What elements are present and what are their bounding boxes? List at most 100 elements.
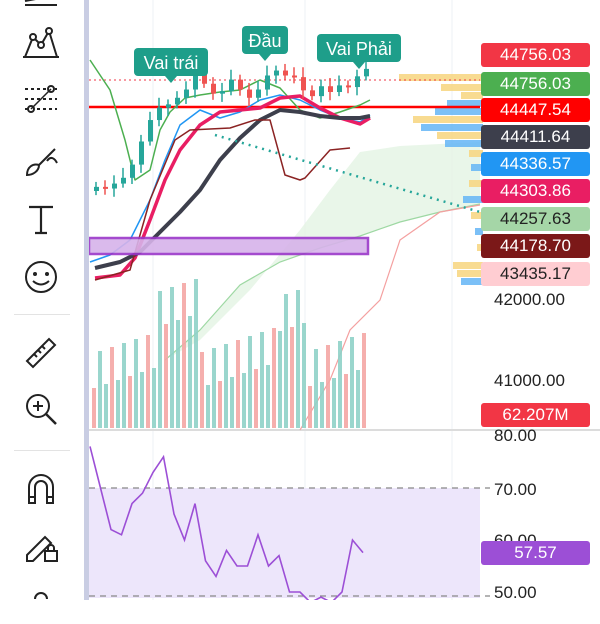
volume-bar: [164, 324, 168, 428]
candle-body: [256, 89, 261, 98]
candle-body: [139, 141, 144, 165]
annotation-head-bg: [242, 26, 288, 54]
volume-bar: [236, 340, 240, 428]
volume-profile-bar: [469, 150, 483, 157]
candle-body: [301, 77, 306, 91]
candle-body: [202, 71, 207, 84]
candle-body: [121, 177, 126, 184]
trend-line-icon[interactable]: [18, 0, 64, 32]
support-zone-box: [89, 236, 370, 256]
lock-drawing-icon[interactable]: [18, 522, 64, 568]
volume-bar: [206, 385, 210, 428]
rsi-value-label: 57.57: [481, 541, 590, 565]
volume-profile-bar: [399, 74, 483, 81]
candle-body: [274, 70, 279, 76]
volume-profile-bar: [461, 92, 483, 99]
magnet-icon[interactable]: [18, 466, 64, 512]
fib-icon[interactable]: [18, 78, 64, 124]
zoom-in-icon[interactable]: [18, 386, 64, 432]
volume-bar: [176, 320, 180, 428]
candle-body: [283, 70, 288, 76]
volume-bar: [314, 349, 318, 428]
volume-bar: [302, 323, 306, 428]
volume-bar: [290, 327, 294, 428]
volume-profile-bar: [463, 196, 483, 203]
ruler-icon[interactable]: [18, 330, 64, 376]
volume-profile-bar: [475, 228, 483, 235]
volume-profile-bar: [413, 116, 483, 123]
volume-profile-bar: [435, 108, 483, 115]
volume-bar: [338, 341, 342, 428]
candle-body: [247, 89, 252, 98]
ichimoku-cloud: [165, 142, 480, 360]
candle-body: [292, 75, 297, 78]
price-label: 44178.70: [481, 234, 590, 258]
volume-bar: [182, 283, 186, 428]
emoji-icon[interactable]: [18, 254, 64, 300]
price-label: 43435.17: [481, 262, 590, 286]
rsi-tick-50: 50.00: [494, 583, 537, 602]
volume-label: 62.207M: [481, 403, 590, 427]
candle-body: [112, 183, 117, 189]
text-icon[interactable]: [18, 196, 64, 242]
volume-bar: [254, 369, 258, 428]
volume-bar: [332, 378, 336, 428]
volume-bar: [200, 352, 204, 428]
volume-bar: [242, 373, 246, 428]
volume-bar: [98, 351, 102, 428]
volume-bar: [284, 294, 288, 428]
volume-bar: [92, 388, 96, 428]
candle-body: [229, 79, 234, 92]
volume-profile-bar: [471, 212, 483, 219]
candle-body: [238, 79, 243, 90]
volume-profile-bar: [441, 84, 483, 91]
annotation-left-shoulder[interactable]: Vai trái: [134, 48, 208, 83]
brush-icon[interactable]: [18, 138, 64, 184]
volume-bar: [278, 331, 282, 428]
volume-bar: [248, 336, 252, 428]
kijun-sen: [94, 119, 351, 281]
volume-profile-bar: [457, 270, 483, 277]
volume-profile-bar: [445, 140, 483, 147]
annotation-right-shoulder-text: Vai Phải: [326, 39, 392, 59]
volume-bar: [146, 335, 150, 428]
candle-body: [265, 75, 270, 90]
price-tick-42000: 42000.00: [494, 290, 565, 309]
volume-bar: [104, 384, 108, 428]
volume-bar: [326, 345, 330, 428]
candle-body: [103, 186, 108, 189]
rsi-line: [89, 446, 364, 600]
volume-bar: [218, 381, 222, 428]
volume-bar: [122, 343, 126, 428]
candle-body: [319, 86, 324, 97]
annotation-left-shoulder-text: Vai trái: [144, 53, 199, 73]
price-chart[interactable]: Vai trái Đầu Vai Phải: [89, 0, 600, 600]
candle-body: [211, 83, 216, 94]
price-label: 44447.54: [481, 98, 590, 122]
price-label: 44257.63: [481, 207, 590, 231]
rsi-tick-80: 80.00: [494, 426, 537, 445]
rsi-tick-70: 70.00: [494, 480, 537, 499]
more-icon[interactable]: [18, 578, 64, 624]
volume-profile-bar: [469, 180, 483, 187]
candle-body: [94, 186, 99, 191]
annotation-head[interactable]: Đầu: [242, 26, 288, 61]
annotation-left-shoulder-pointer: [165, 76, 177, 83]
volume-bar: [296, 290, 300, 428]
volume-bar: [224, 344, 228, 428]
annotation-right-shoulder[interactable]: Vai Phải: [317, 34, 401, 69]
volume-bar: [110, 347, 114, 428]
annotation-head-text: Đầu: [248, 31, 281, 51]
volume-bar: [116, 380, 120, 428]
pitchfork-icon[interactable]: [18, 20, 64, 66]
volume-bar: [170, 287, 174, 428]
volume-bar: [134, 339, 138, 428]
volume-bar: [194, 279, 198, 428]
volume-bar: [362, 333, 366, 428]
toolbar-separator: [14, 450, 70, 451]
candle-body: [310, 90, 315, 97]
volume-bar: [320, 382, 324, 428]
volume-bar: [344, 374, 348, 428]
candle-body: [184, 89, 189, 98]
volume-bar: [158, 291, 162, 428]
